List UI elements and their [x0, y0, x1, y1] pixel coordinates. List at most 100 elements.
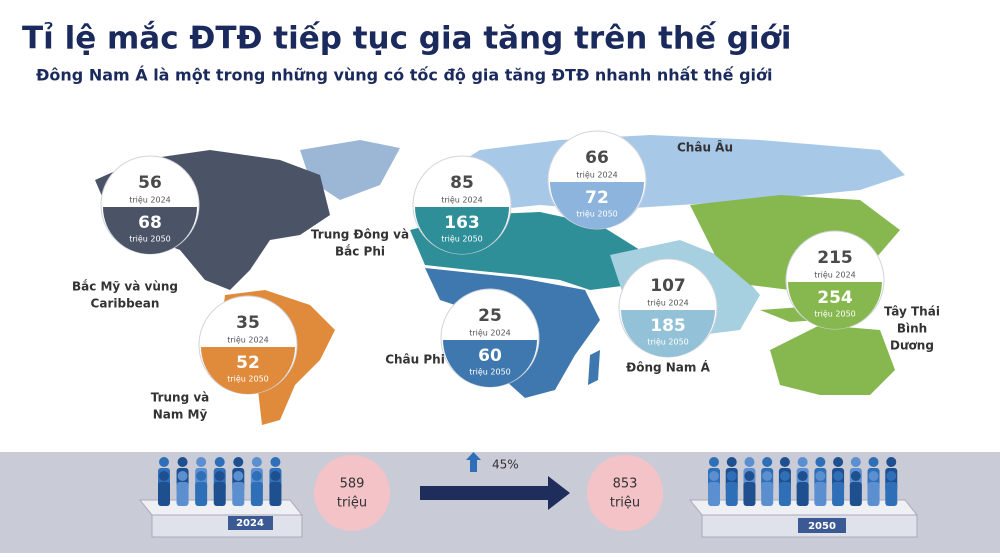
region-name: Đông Nam Á	[626, 360, 710, 375]
person-body	[743, 482, 756, 506]
person-head	[159, 471, 169, 481]
region-name: Trung Đông và	[311, 228, 409, 242]
person-body	[761, 482, 774, 506]
value-2050: 60	[478, 346, 502, 366]
unit-2024: triệu 2024	[576, 170, 618, 180]
badge-bottom	[201, 347, 295, 394]
value-2050: 52	[236, 353, 260, 373]
value-2024: 107	[650, 276, 686, 296]
unit-2050: triệu 2050	[469, 367, 511, 377]
person-head	[177, 471, 188, 481]
person-body	[213, 482, 226, 506]
unit-2050: triệu 2050	[576, 209, 618, 219]
unit-2050: triệu 2050	[227, 374, 269, 384]
person-body	[158, 482, 170, 506]
person-head	[177, 457, 188, 467]
value-2024: 25	[478, 306, 502, 326]
value-2024: 35	[236, 313, 260, 333]
person-head	[744, 471, 755, 481]
summary: 2024 2050 589 triệu 853 triệu 45%	[138, 452, 919, 538]
person-body	[796, 482, 809, 506]
person-head	[744, 457, 755, 467]
region-name: Châu Âu	[677, 140, 733, 155]
platform-side	[151, 514, 303, 538]
region-name: Nam Mỹ	[153, 408, 208, 422]
unit-2024: triệu 2024	[647, 298, 689, 308]
region-name: Tây Thái	[884, 305, 940, 319]
badge-bottom	[550, 182, 644, 229]
value-2050: 163	[444, 213, 480, 233]
total-circle	[314, 455, 390, 531]
value-2050: 68	[138, 213, 162, 233]
region-name: Bình	[897, 322, 927, 336]
title: Tỉ lệ mắc ĐTĐ tiếp tục gia tăng trên thế…	[22, 21, 792, 57]
person-body	[814, 482, 827, 506]
subtitle: Đông Nam Á là một trong những vùng có tố…	[36, 66, 773, 85]
growth-arrow	[420, 476, 570, 510]
person-head	[726, 471, 737, 481]
unit-2024: triệu 2024	[469, 328, 511, 338]
person-body	[708, 482, 720, 506]
badge-bottom	[443, 340, 537, 387]
region-name: Trung và	[151, 391, 210, 405]
person-body	[250, 482, 263, 506]
region-name: Caribbean	[91, 297, 160, 311]
unit-2024: triệu 2024	[129, 195, 171, 205]
value-2024: 66	[585, 148, 609, 168]
badge-bottom	[788, 282, 882, 329]
person-head	[251, 471, 262, 481]
up-arrow	[466, 452, 481, 472]
person-head	[833, 471, 844, 481]
badge-bottom	[621, 310, 715, 357]
person-body	[232, 482, 245, 506]
person-head	[726, 457, 737, 467]
badge-bottom	[415, 207, 509, 254]
madagascar	[588, 350, 600, 385]
year-tag	[798, 518, 846, 533]
person-head	[196, 471, 207, 481]
person-head	[886, 457, 897, 467]
unit-2050: triệu 2050	[441, 234, 483, 244]
year-tag	[228, 516, 273, 530]
growth-label: 45%	[492, 458, 519, 472]
value-2024: 56	[138, 173, 162, 193]
unit-2050: triệu 2050	[129, 234, 171, 244]
value-2050: 254	[817, 288, 853, 308]
value-2050: 185	[650, 316, 686, 336]
region-name: Bắc Phi	[335, 245, 385, 259]
person-head	[850, 457, 861, 467]
person-head	[233, 457, 244, 467]
year-2050: 2050	[808, 521, 836, 532]
region-name: Bắc Mỹ và vùng	[72, 280, 178, 294]
total-unit: triệu	[610, 496, 640, 511]
person-head	[833, 457, 844, 467]
unit-2024: triệu 2024	[227, 335, 269, 345]
person-head	[251, 457, 262, 467]
greenland	[300, 140, 400, 200]
person-head	[868, 471, 879, 481]
person-head	[850, 471, 861, 481]
region-name: Dương	[890, 339, 934, 353]
person-head	[797, 471, 808, 481]
total-value: 853	[613, 477, 638, 492]
person-head	[709, 457, 719, 467]
person-body	[176, 482, 189, 506]
person-head	[886, 471, 897, 481]
person-body	[778, 482, 791, 506]
badge-bottom	[103, 207, 197, 254]
person-body	[725, 482, 738, 506]
unit-2024: triệu 2024	[441, 195, 483, 205]
person-body	[885, 482, 898, 506]
person-body	[849, 482, 862, 506]
value-2024: 215	[817, 248, 853, 268]
region-name: Châu Phi	[385, 353, 445, 367]
person-head	[196, 457, 207, 467]
